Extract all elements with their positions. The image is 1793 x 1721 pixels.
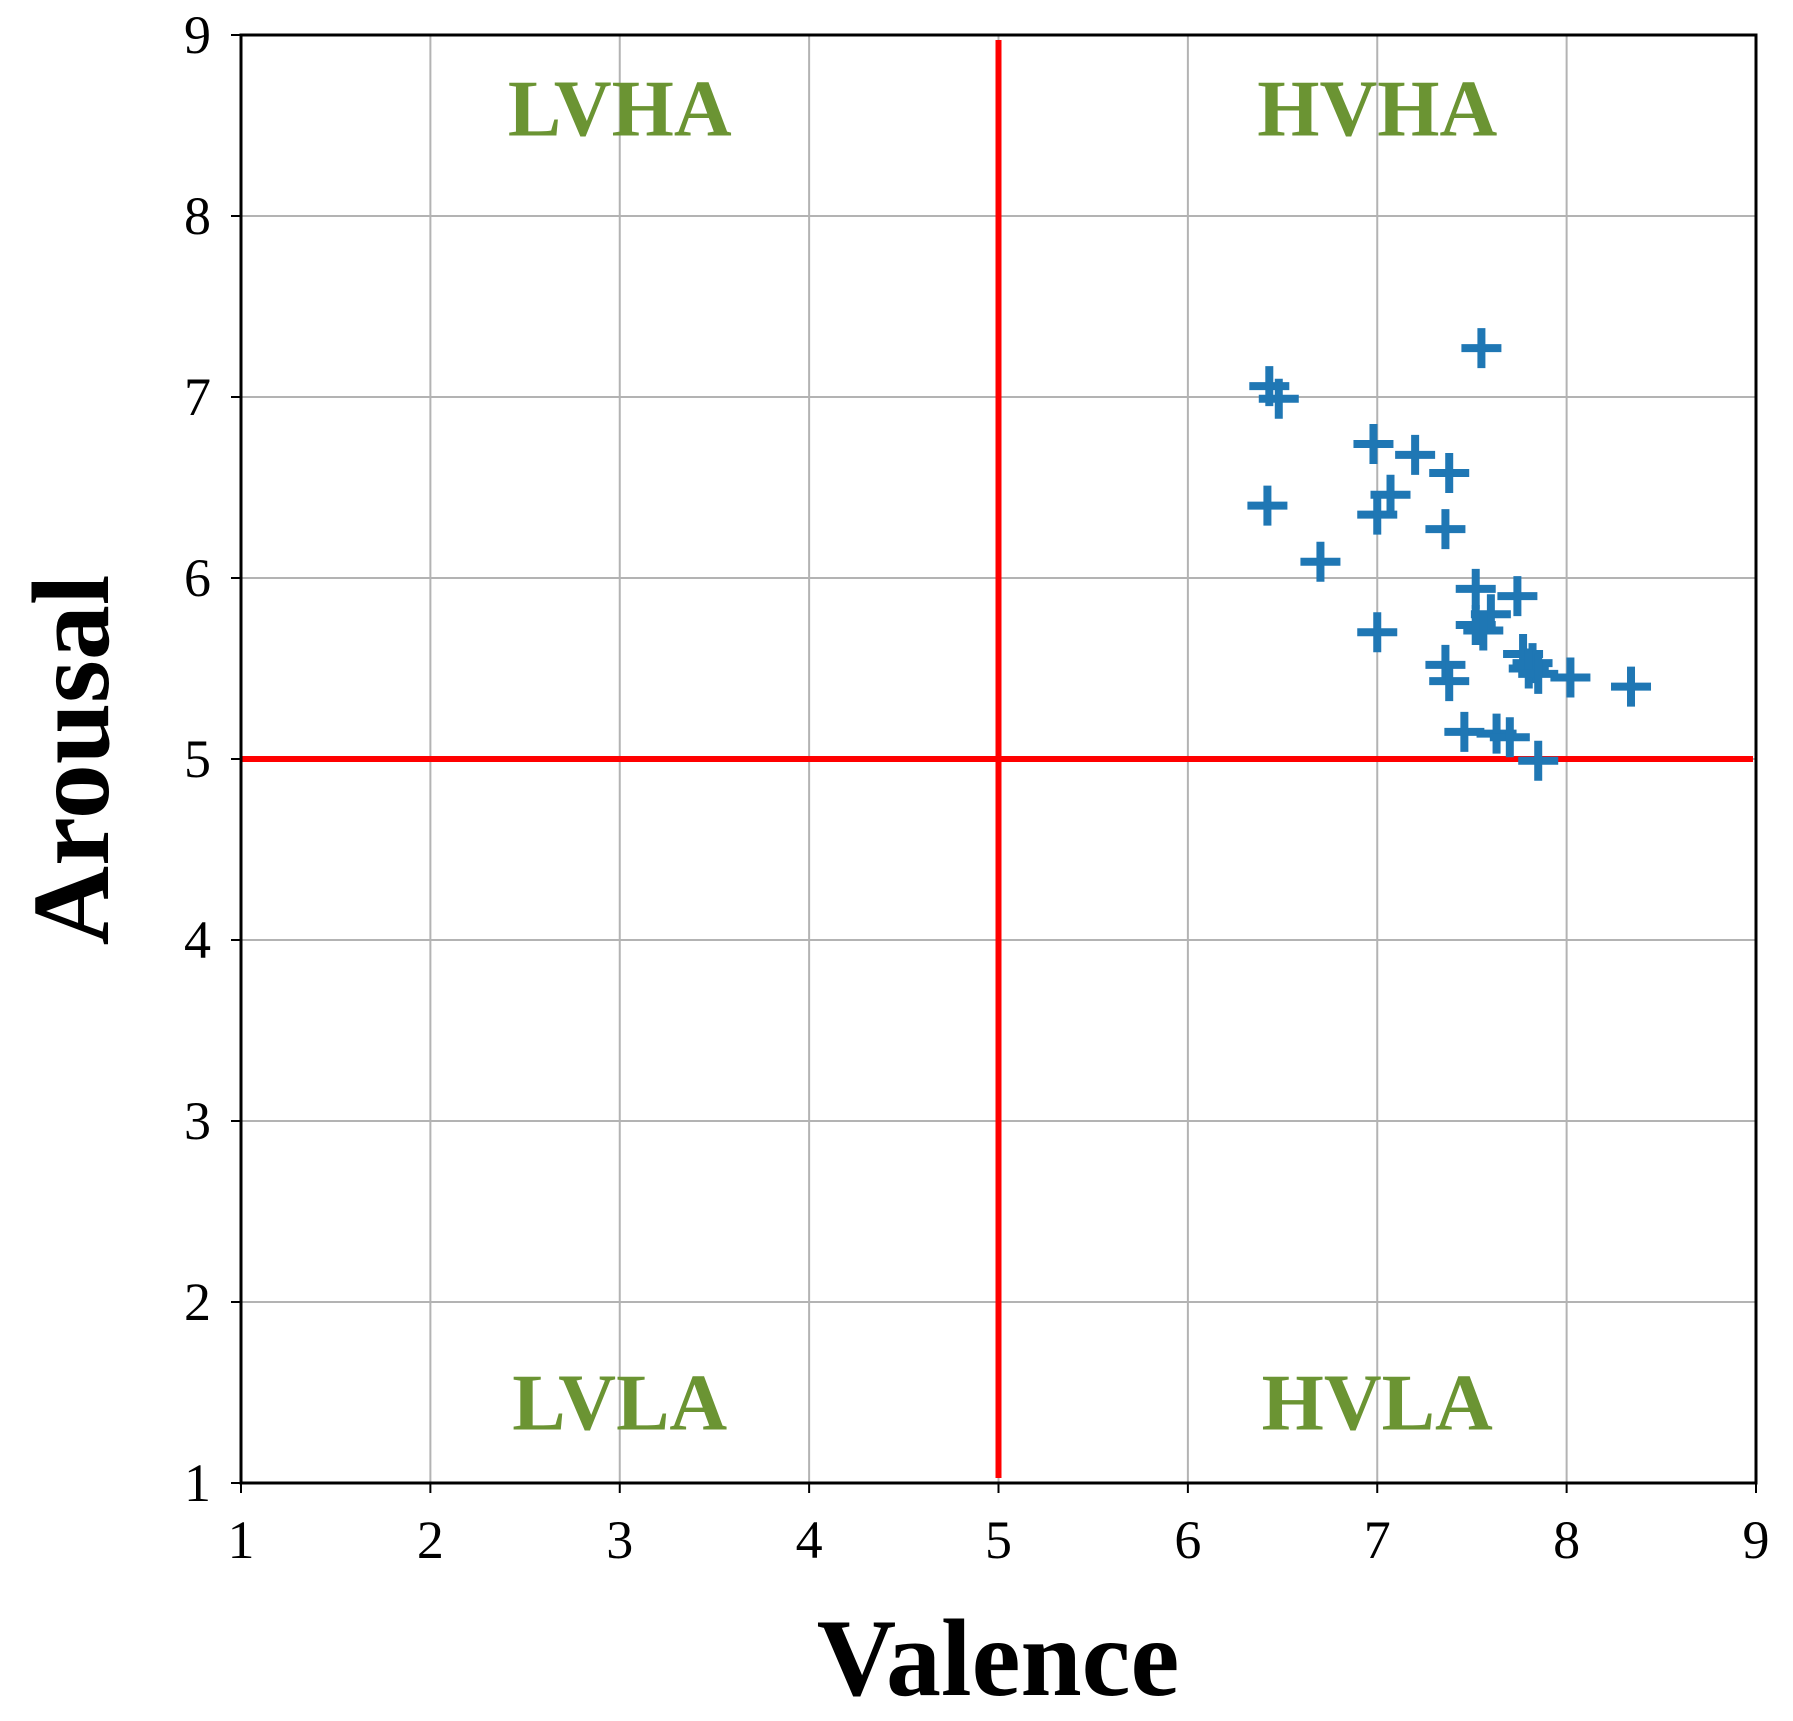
data-point [1425,509,1466,550]
data-point [1357,612,1398,653]
data-point [1353,424,1394,465]
quadrant-labels: LVHA HVHA LVLA HVLA [508,65,1498,1447]
y-tick-label: 4 [184,910,211,970]
x-tick-label: 7 [1364,1510,1391,1570]
data-point [1258,378,1299,419]
x-tick-label: 5 [985,1510,1012,1570]
quadrant-label-hvla: HVLA [1262,1360,1493,1448]
data-point [1518,740,1559,781]
data-point [1550,657,1591,698]
x-tick-label: 6 [1174,1510,1201,1570]
quadrant-label-lvha: LVHA [508,65,732,153]
data-point [1455,605,1496,646]
y-tick-label: 1 [184,1453,211,1513]
y-axis-ticks: 1 2 3 4 5 6 7 8 9 [184,5,241,1513]
data-point [1497,576,1538,617]
data-point [1357,494,1398,535]
x-axis-ticks: 1 2 3 4 5 6 7 8 9 [228,1483,1770,1570]
y-tick-label: 9 [184,5,211,65]
x-tick-label: 4 [796,1510,823,1570]
y-tick-label: 2 [184,1272,211,1332]
x-tick-label: 2 [417,1510,444,1570]
x-tick-label: 9 [1743,1510,1770,1570]
data-point [1429,661,1470,702]
y-tick-label: 5 [184,729,211,789]
data-point [1429,453,1470,494]
data-point [1611,666,1652,707]
data-point [1455,568,1496,609]
y-tick-label: 7 [184,367,211,427]
quadrant-dividers [241,40,1753,1478]
data-point [1395,434,1436,475]
x-axis-title: Valence [817,1597,1180,1716]
data-point [1461,328,1502,369]
x-tick-label: 3 [606,1510,633,1570]
data-point [1489,717,1530,758]
y-axis-title: Arousal [10,575,132,946]
x-tick-label: 1 [228,1510,255,1570]
y-tick-label: 3 [184,1091,211,1151]
quadrant-label-lvla: LVLA [512,1360,727,1448]
data-point [1300,541,1341,582]
data-points [1247,328,1652,781]
data-point [1463,610,1504,651]
quadrant-label-hvha: HVHA [1257,65,1497,153]
y-tick-label: 8 [184,186,211,246]
y-tick-label: 6 [184,548,211,608]
x-tick-label: 8 [1553,1510,1580,1570]
data-point [1247,485,1288,526]
